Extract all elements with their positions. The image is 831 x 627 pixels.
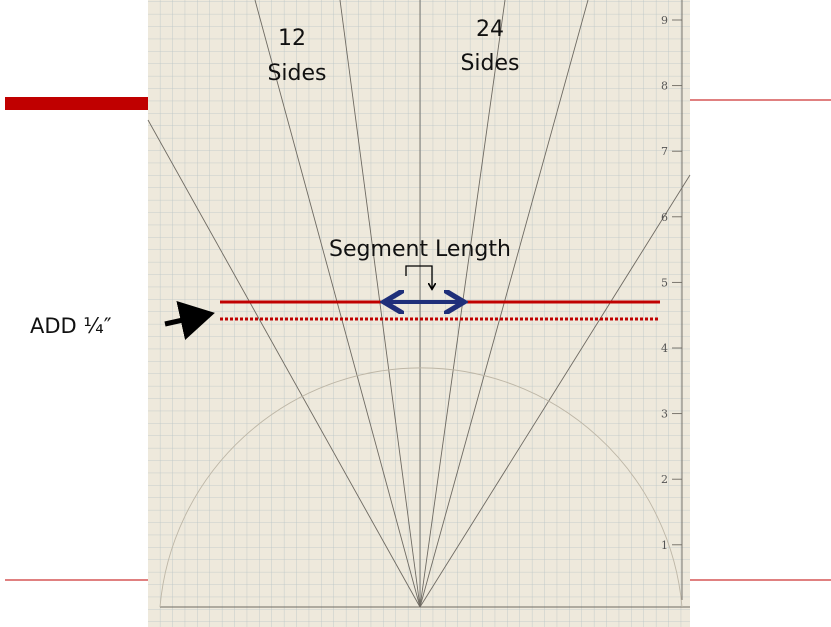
ruler-mark: 9 xyxy=(661,14,668,27)
segment-label: Segment Length xyxy=(329,237,511,262)
ruler-mark: 7 xyxy=(661,145,668,158)
ruler-mark: 5 xyxy=(661,276,668,289)
ruler-mark: 3 xyxy=(661,408,668,421)
add-label: ADD ¼″ xyxy=(30,314,112,338)
ruler-mark: 8 xyxy=(661,80,668,93)
graph-paper xyxy=(148,0,690,627)
title-bar xyxy=(5,97,150,110)
label: 12 xyxy=(278,26,306,51)
label: 24 xyxy=(476,17,504,42)
label: Sides xyxy=(460,51,519,76)
ruler-mark: 4 xyxy=(661,342,668,355)
ruler-mark: 2 xyxy=(661,473,668,486)
ruler-mark: 6 xyxy=(661,211,668,224)
label: Sides xyxy=(267,61,326,86)
slide: 9 8 7 6 5 4 3 2 1 12 Sides 24 Sides Segment Leng… xyxy=(0,0,831,627)
ruler-mark: 1 xyxy=(661,539,668,552)
